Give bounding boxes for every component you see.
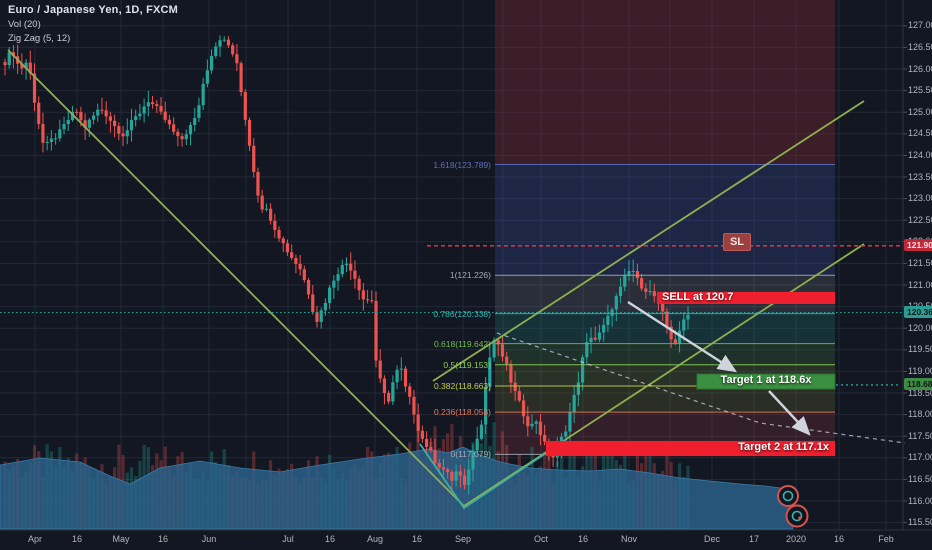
date-axis-label[interactable]: May — [112, 534, 130, 544]
price-axis-label[interactable]: 116.500 — [908, 473, 932, 484]
price-axis-label[interactable]: 121.500 — [908, 257, 932, 268]
indicator-volume[interactable]: Vol (20) — [8, 19, 41, 30]
indicator-zigzag[interactable]: Zig Zag (5, 12) — [8, 33, 71, 44]
price-axis-label[interactable]: 126.000 — [908, 63, 932, 74]
price-axis-label[interactable]: 123.000 — [908, 193, 932, 204]
annotation-arrow[interactable] — [627, 300, 738, 373]
date-axis-label[interactable]: Oct — [533, 534, 549, 544]
date-axis-label[interactable]: 16 — [324, 534, 336, 544]
price-axis-label[interactable]: 119.000 — [908, 365, 932, 376]
price-axis-label[interactable]: 116.000 — [908, 495, 932, 506]
target2-zone[interactable] — [546, 440, 835, 457]
date-axis-label[interactable]: Apr — [27, 534, 43, 544]
price-axis-label[interactable]: 124.500 — [908, 128, 932, 139]
fib-level-label: 0.5(119.153) — [443, 359, 491, 370]
price-axis-label[interactable]: 123.500 — [908, 171, 932, 182]
price-axis-label[interactable]: 118.000 — [908, 409, 932, 420]
date-axis-label[interactable]: 16 — [577, 534, 589, 544]
price-axis-badge[interactable]: 120.363 — [904, 305, 932, 318]
price-axis-label[interactable]: 117.500 — [908, 430, 932, 441]
date-axis-label[interactable]: 16 — [71, 534, 83, 544]
date-axis-label[interactable]: 16 — [411, 534, 423, 544]
price-axis-label[interactable]: 122.500 — [908, 214, 932, 225]
price-axis-label[interactable]: 126.500 — [908, 41, 932, 52]
annotation-arrow[interactable] — [768, 390, 811, 436]
date-axis-label[interactable]: 2020 — [785, 534, 807, 544]
candles — [3, 35, 690, 495]
fib-level-label: 0.618(119.642) — [433, 338, 491, 349]
target1-zone[interactable] — [696, 373, 836, 390]
symbol-legend[interactable]: Euro / Japanese Yen, 1D, FXCM Vol (20) Z… — [8, 4, 178, 44]
watermark-logo — [777, 485, 809, 528]
price-axis-label[interactable]: 118.500 — [908, 387, 932, 398]
date-axis-label[interactable]: 17 — [748, 534, 760, 544]
date-axis-label[interactable]: Dec — [703, 534, 721, 544]
stop-loss-label[interactable]: SL — [723, 233, 751, 251]
fib-level-label: 0.236(118.058) — [433, 407, 491, 418]
price-axis-label[interactable]: 127.000 — [908, 20, 932, 31]
target2-label[interactable]: Target 2 at 117.1x — [738, 441, 829, 453]
date-axis-label[interactable]: Feb — [878, 534, 894, 544]
fib-level-label: 1.618(123.789) — [433, 159, 491, 170]
date-axis-label[interactable]: Aug — [366, 534, 384, 544]
sell-entry-label[interactable]: SELL at 120.7 — [662, 291, 734, 303]
target1-label[interactable]: Target 1 at 118.6x — [720, 374, 812, 386]
sell-zone[interactable] — [657, 291, 835, 305]
price-axis-label[interactable]: 125.500 — [908, 85, 932, 96]
volume-silhouette — [0, 446, 794, 530]
date-axis-label[interactable]: Sep — [454, 534, 472, 544]
fib-level-label: 0.786(120.338) — [433, 308, 491, 319]
price-axis-label[interactable]: 124.000 — [908, 149, 932, 160]
price-axis-label[interactable]: 115.500 — [908, 517, 932, 528]
price-axis-badge[interactable]: 121.907 — [904, 238, 932, 251]
date-axis-label[interactable]: 16 — [833, 534, 845, 544]
date-axis-label[interactable]: Nov — [620, 534, 638, 544]
analysis-lines[interactable] — [7, 49, 906, 510]
date-axis-label[interactable]: Jul — [282, 534, 294, 544]
date-axis-label[interactable]: Jun — [201, 534, 217, 544]
price-axis-label[interactable]: 120.000 — [908, 322, 932, 333]
symbol-title[interactable]: Euro / Japanese Yen, 1D, FXCM — [8, 4, 179, 16]
price-axis-label[interactable]: 125.000 — [908, 106, 932, 117]
fib-level-label: 0(117.079) — [450, 449, 491, 460]
fib-level-label: 1(121.226) — [449, 270, 491, 281]
date-axis-label[interactable]: 16 — [157, 534, 169, 544]
price-axis-label[interactable]: 117.000 — [908, 452, 932, 463]
price-axis-label[interactable]: 119.500 — [908, 344, 932, 355]
fib-level-label: 0.382(118.663) — [433, 380, 491, 391]
price-axis-badge[interactable]: 118.686 — [904, 377, 932, 390]
price-axis-label[interactable]: 121.000 — [908, 279, 932, 290]
